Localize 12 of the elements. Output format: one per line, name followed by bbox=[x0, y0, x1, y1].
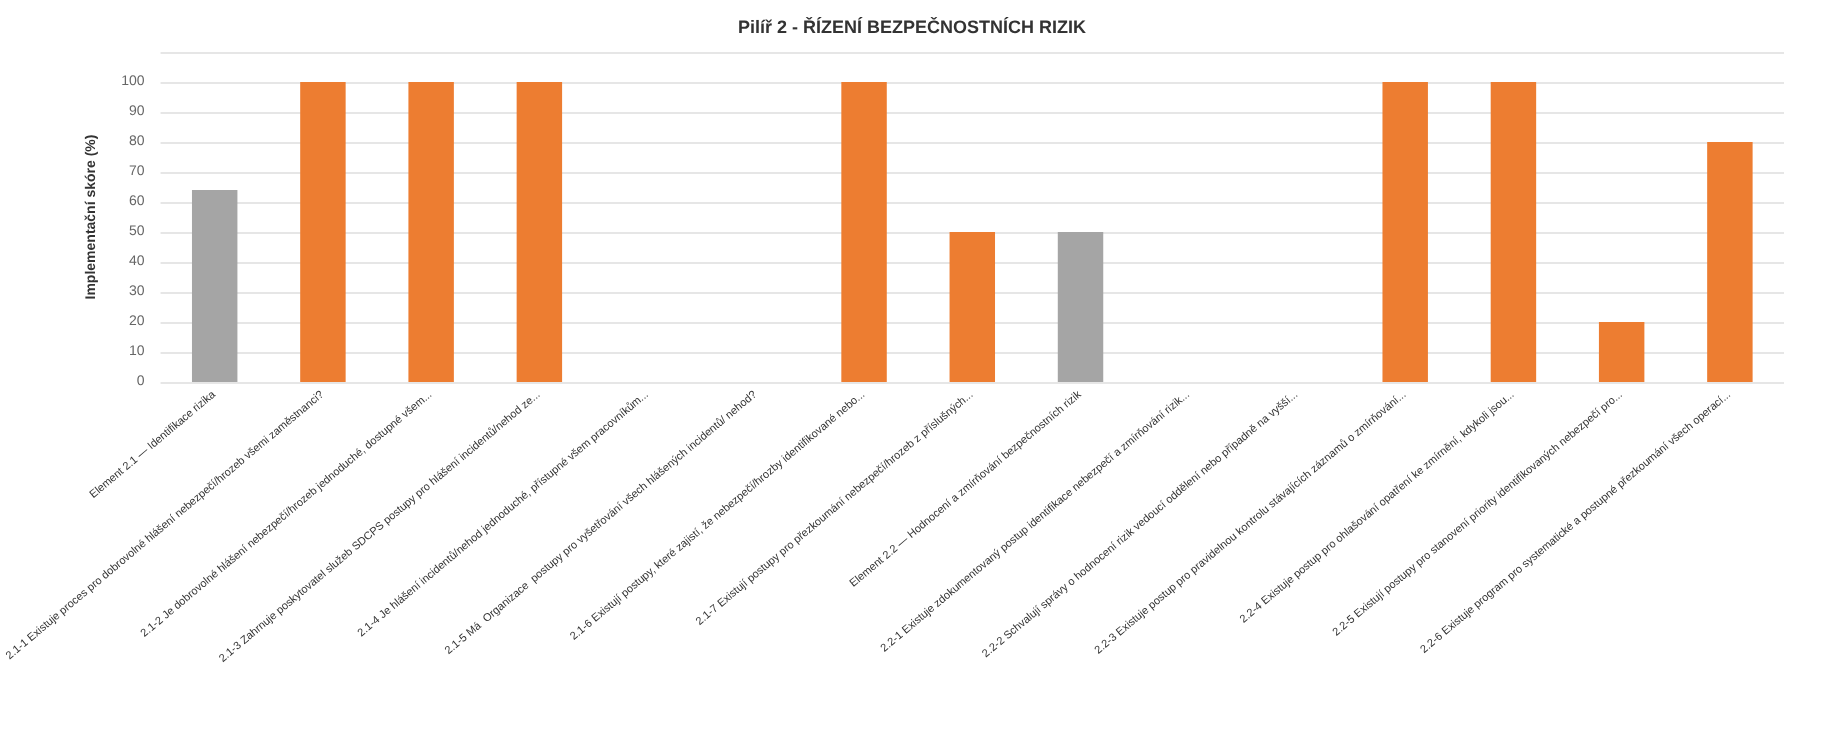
bar bbox=[1490, 82, 1537, 382]
bar bbox=[1382, 82, 1428, 382]
bar bbox=[1707, 142, 1753, 382]
bar bbox=[841, 82, 887, 382]
bar bbox=[408, 82, 454, 382]
bar bbox=[516, 82, 563, 382]
chart-title: Pilíř 2 - ŘÍZENÍ BEZPEČNOSTNÍCH RIZIK bbox=[737, 15, 1088, 37]
bar bbox=[949, 232, 996, 382]
bar bbox=[1598, 322, 1645, 382]
bar bbox=[191, 190, 238, 382]
bar bbox=[300, 82, 346, 382]
bar bbox=[1057, 232, 1104, 382]
